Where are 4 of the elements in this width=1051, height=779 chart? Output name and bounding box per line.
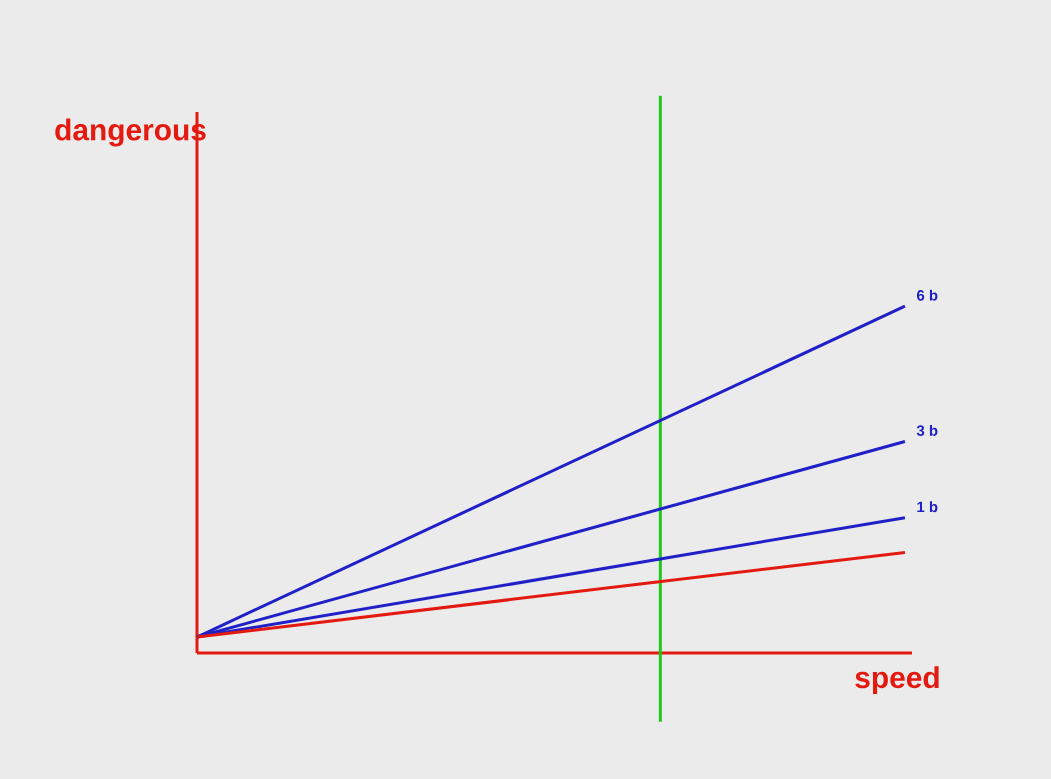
series-label: 3 b (916, 424, 938, 436)
x-axis-title: speed (855, 666, 939, 695)
series-label: 1 b (917, 501, 938, 513)
series-label: 6 b (917, 289, 938, 301)
